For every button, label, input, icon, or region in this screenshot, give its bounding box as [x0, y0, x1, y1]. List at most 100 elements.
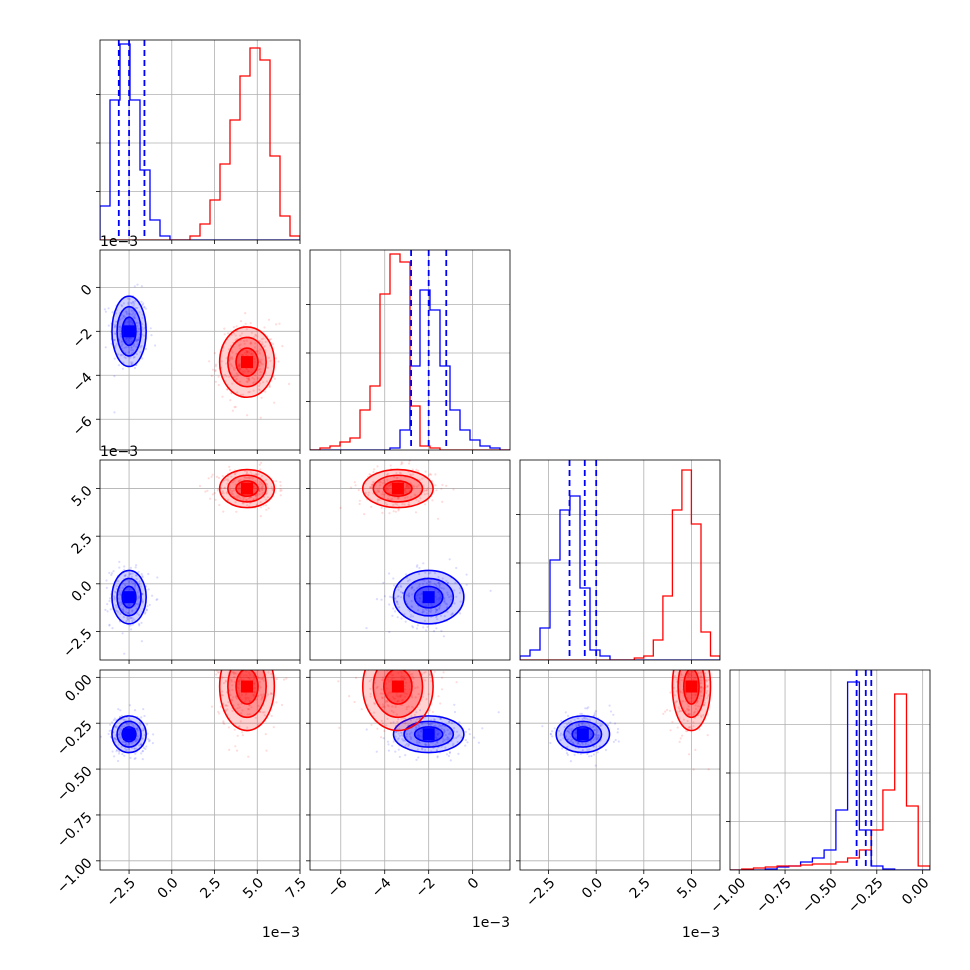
scatter-point: [435, 616, 438, 619]
scatter-point: [599, 724, 602, 727]
scatter-point: [368, 486, 372, 489]
scatter-point: [261, 678, 264, 681]
scatter-point: [397, 595, 400, 598]
scatter-point: [406, 664, 408, 666]
scatter-point: [408, 688, 412, 691]
scatter-point: [390, 677, 393, 681]
scatter-point: [122, 302, 125, 305]
scatter-point: [253, 335, 256, 338]
scatter-point: [263, 345, 266, 348]
scatter-point: [401, 503, 404, 506]
scatter-point: [217, 383, 220, 387]
scatter-point: [414, 648, 416, 650]
scatter-point: [699, 650, 701, 652]
scatter-point: [127, 301, 130, 304]
scatter-point: [112, 570, 115, 573]
scatter-point: [136, 729, 139, 732]
scatter-point: [226, 332, 230, 335]
scatter-point: [221, 490, 225, 493]
scatter-point: [385, 487, 388, 490]
scatter-point: [130, 742, 133, 745]
scatter-point: [375, 598, 379, 601]
scatter-point: [693, 656, 695, 658]
scatter-point: [252, 498, 255, 501]
scatter-point: [247, 708, 250, 711]
scatter-point: [235, 510, 238, 513]
scatter-point: [251, 477, 254, 480]
scatter-point: [115, 748, 118, 752]
scatter-point: [259, 710, 262, 714]
scatter-point: [397, 496, 400, 499]
scatter-point: [433, 718, 436, 721]
scatter-point: [438, 581, 441, 584]
scatter-point: [154, 344, 157, 347]
scatter-point: [268, 356, 271, 359]
scatter-point: [246, 676, 249, 679]
scatter-point: [239, 653, 241, 655]
scatter-point: [231, 409, 234, 412]
y-tick-label: −0.50: [54, 763, 96, 805]
scatter-point: [408, 645, 410, 647]
scatter-point: [133, 343, 136, 346]
scatter-point: [675, 678, 678, 681]
scatter-point: [243, 700, 246, 703]
scatter-point: [444, 734, 447, 737]
scatter-point: [407, 501, 411, 504]
scatter-point: [140, 572, 143, 576]
scatter-point: [696, 665, 698, 667]
scatter-point: [386, 654, 388, 656]
density-peak: [391, 680, 404, 693]
scatter-point: [244, 470, 247, 473]
scatter-point: [376, 465, 379, 468]
scatter-point: [125, 346, 128, 349]
scatter-point: [392, 476, 396, 479]
scatter-point: [417, 723, 420, 726]
scatter-point: [223, 327, 226, 330]
scatter-point: [398, 471, 401, 474]
scatter-point: [398, 755, 401, 759]
scatter-point: [248, 677, 251, 681]
scatter-point: [447, 754, 450, 758]
scatter-point: [452, 742, 455, 745]
scatter-point: [280, 703, 284, 707]
scatter-point: [419, 497, 422, 500]
scatter-point: [261, 677, 264, 680]
scatter-point: [136, 738, 139, 741]
scatter-point: [411, 473, 415, 476]
scatter-point: [250, 476, 253, 479]
scatter-point: [115, 606, 118, 609]
scatter-point: [401, 592, 404, 595]
scatter-point: [218, 503, 221, 507]
scatter-point: [396, 738, 399, 741]
scatter-point: [131, 361, 134, 364]
panel-frame: [729, 669, 931, 871]
scatter-point: [416, 624, 419, 627]
tick-marks: [96, 94, 301, 244]
scatter-point: [249, 471, 252, 474]
scatter-point: [375, 686, 378, 690]
scatter-point: [433, 663, 435, 665]
scatter-point: [246, 476, 249, 479]
scatter-point: [382, 493, 385, 496]
scatter-point: [595, 737, 598, 741]
scatter-point: [370, 483, 373, 486]
scatter-point: [436, 733, 439, 737]
scatter-point: [381, 511, 384, 514]
scatter-point: [424, 743, 427, 747]
scatter-point: [133, 355, 136, 358]
scatter-point: [124, 611, 128, 614]
scatter-point: [576, 717, 579, 720]
scatter-point: [410, 650, 412, 652]
scatter-point: [422, 562, 425, 565]
scatter-point: [129, 604, 132, 608]
scatter-point: [258, 463, 261, 466]
scatter-point: [111, 750, 114, 753]
panel-frame: [519, 669, 721, 871]
scatter-point: [489, 589, 492, 592]
scatter-point: [137, 338, 140, 342]
scatter-point: [245, 380, 248, 383]
scatter-point: [269, 666, 271, 668]
scatter-point: [118, 566, 121, 569]
scatter-point: [404, 722, 407, 725]
scatter-point: [230, 680, 233, 683]
